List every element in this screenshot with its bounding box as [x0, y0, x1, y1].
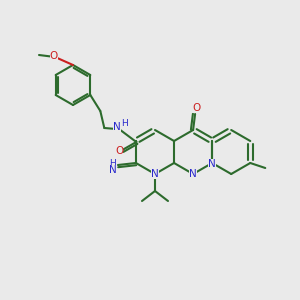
Text: N: N — [151, 169, 159, 179]
Text: O: O — [50, 51, 58, 61]
Text: O: O — [115, 146, 123, 156]
Text: O: O — [192, 103, 200, 113]
Text: N: N — [189, 169, 197, 179]
Text: H: H — [121, 119, 128, 128]
Text: N: N — [113, 122, 121, 132]
Text: N: N — [109, 165, 117, 175]
Text: N: N — [208, 159, 216, 169]
Text: H: H — [110, 160, 116, 169]
